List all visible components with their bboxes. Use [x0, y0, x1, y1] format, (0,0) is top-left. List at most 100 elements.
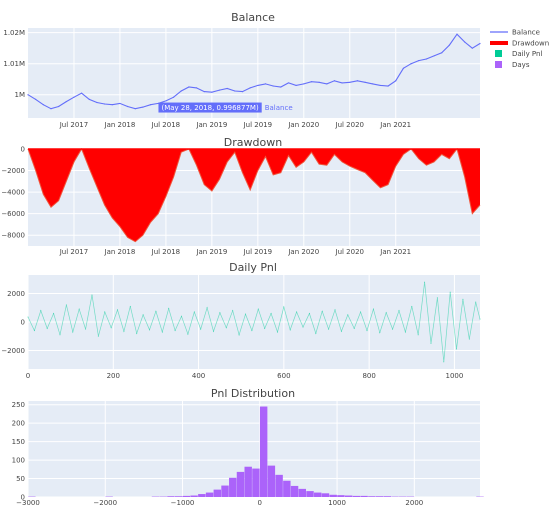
pnl-distribution-title: Pnl Distribution [211, 387, 295, 400]
legend-item-days[interactable]: Days [495, 61, 530, 69]
legend-item-daily-pnl[interactable]: Daily Pnl [495, 50, 542, 58]
daily-pnl-point [328, 328, 330, 330]
daily-pnl-point [155, 310, 157, 312]
balance-point [126, 105, 129, 108]
balance-point [479, 42, 481, 45]
daily-pnl-point [78, 308, 80, 310]
balance-point [203, 91, 205, 93]
daily-pnl-point [161, 331, 163, 333]
x-tick-label: 1000 [328, 499, 346, 507]
daily-pnl-point [251, 330, 253, 332]
daily-pnl-point [168, 307, 170, 309]
histogram-bar [352, 495, 361, 497]
histogram-bar [221, 485, 229, 497]
daily-pnl-point [296, 311, 298, 313]
x-tick-label: Jan 2021 [379, 248, 411, 256]
drawdown-area [28, 149, 480, 242]
balance-point [50, 108, 52, 110]
histogram-bar [337, 495, 345, 497]
histogram-bar [383, 496, 391, 497]
histogram-bar [205, 492, 214, 497]
daily-pnl-point [436, 297, 438, 299]
balance-point [310, 81, 313, 83]
x-tick-label: 1000 [446, 372, 464, 380]
daily-pnl-point [59, 334, 61, 336]
y-tick-label: 150 [12, 438, 25, 446]
balance-point [471, 47, 473, 49]
x-tick-label: −3000 [16, 499, 40, 507]
daily-pnl-point [270, 312, 272, 314]
balance-point [372, 83, 374, 85]
daily-pnl-point [302, 326, 304, 328]
balance-point [234, 90, 236, 92]
legend-item-balance[interactable]: Balance [490, 29, 540, 37]
histogram-bar [283, 480, 291, 497]
y-tick-label: 200 [12, 420, 25, 428]
daily-pnl-point [443, 361, 445, 363]
y-tick-label: 2000 [7, 290, 25, 298]
balance-point [172, 96, 175, 98]
histogram-bar [198, 494, 206, 497]
y-tick-label: 100 [12, 457, 25, 465]
balance-point [218, 89, 221, 91]
x-tick-label: Jan 2020 [287, 121, 319, 129]
daily-pnl-point [264, 327, 266, 329]
daily-pnl-point [347, 314, 349, 316]
balance-point [35, 98, 37, 100]
balance-hover-tooltip[interactable]: (May 28, 2018, 0.996877M) Balance [158, 102, 293, 113]
daily-pnl-point [424, 281, 426, 283]
daily-pnl-point [411, 305, 413, 307]
balance-point [318, 81, 320, 83]
x-tick-label: Jan 2019 [195, 248, 227, 256]
daily-pnl-point [181, 315, 183, 317]
daily-pnl-point [46, 327, 48, 329]
daily-pnl-point [91, 294, 93, 296]
x-tick-label: 0 [258, 499, 262, 507]
x-tick-label: Jul 2017 [59, 121, 89, 129]
daily-pnl-point [308, 312, 310, 314]
histogram-bar [290, 485, 299, 497]
balance-series [27, 33, 481, 110]
balance-point [195, 87, 198, 89]
balance-point [356, 80, 359, 82]
balance-point [379, 84, 382, 87]
balance-point [96, 101, 98, 104]
balance-point [65, 100, 67, 103]
hover-label-box [158, 102, 262, 113]
daily-pnl-point [366, 330, 368, 332]
drawdown-line [27, 147, 481, 243]
daily-pnl-point [40, 310, 42, 312]
legend-label-daily-pnl: Daily Pnl [512, 50, 542, 58]
x-tick-label: −2000 [93, 499, 117, 507]
y-tick-label: 50 [16, 475, 25, 483]
histogram-bar [167, 496, 175, 497]
balance-point [418, 59, 420, 62]
daily-pnl-point [353, 327, 355, 329]
daily-pnl-point [97, 335, 99, 337]
y-tick-label: 1M [15, 91, 26, 99]
drawdown-title: Drawdown [224, 136, 282, 149]
daily-pnl-point [360, 311, 362, 313]
daily-pnl-series [27, 281, 481, 363]
daily-pnl-point [104, 311, 106, 313]
balance-point [295, 84, 297, 87]
legend-item-drawdown[interactable]: Drawdown [490, 40, 549, 48]
y-tick-label: −6000 [1, 210, 25, 218]
pnl-distribution-y-axis: 0 50 100 150 200 250 [12, 401, 25, 501]
balance-point [180, 90, 182, 92]
histogram-bar [252, 468, 260, 497]
balance-point [349, 81, 351, 83]
daily-pnl-y-axis: 2000 0 −2000 [1, 290, 25, 355]
daily-pnl-point [244, 313, 246, 315]
daily-pnl-point [123, 330, 125, 332]
daily-pnl-point [479, 318, 481, 320]
drawdown-y-axis: 0 −2000 −4000 −6000 −8000 [1, 146, 25, 240]
balance-point [387, 85, 389, 87]
daily-pnl-point [276, 331, 278, 333]
daily-pnl-point [193, 311, 195, 313]
daily-pnl-point [404, 331, 406, 333]
daily-pnl-point [340, 330, 342, 332]
histogram-bar [375, 496, 384, 497]
daily-pnl-point [219, 312, 221, 314]
